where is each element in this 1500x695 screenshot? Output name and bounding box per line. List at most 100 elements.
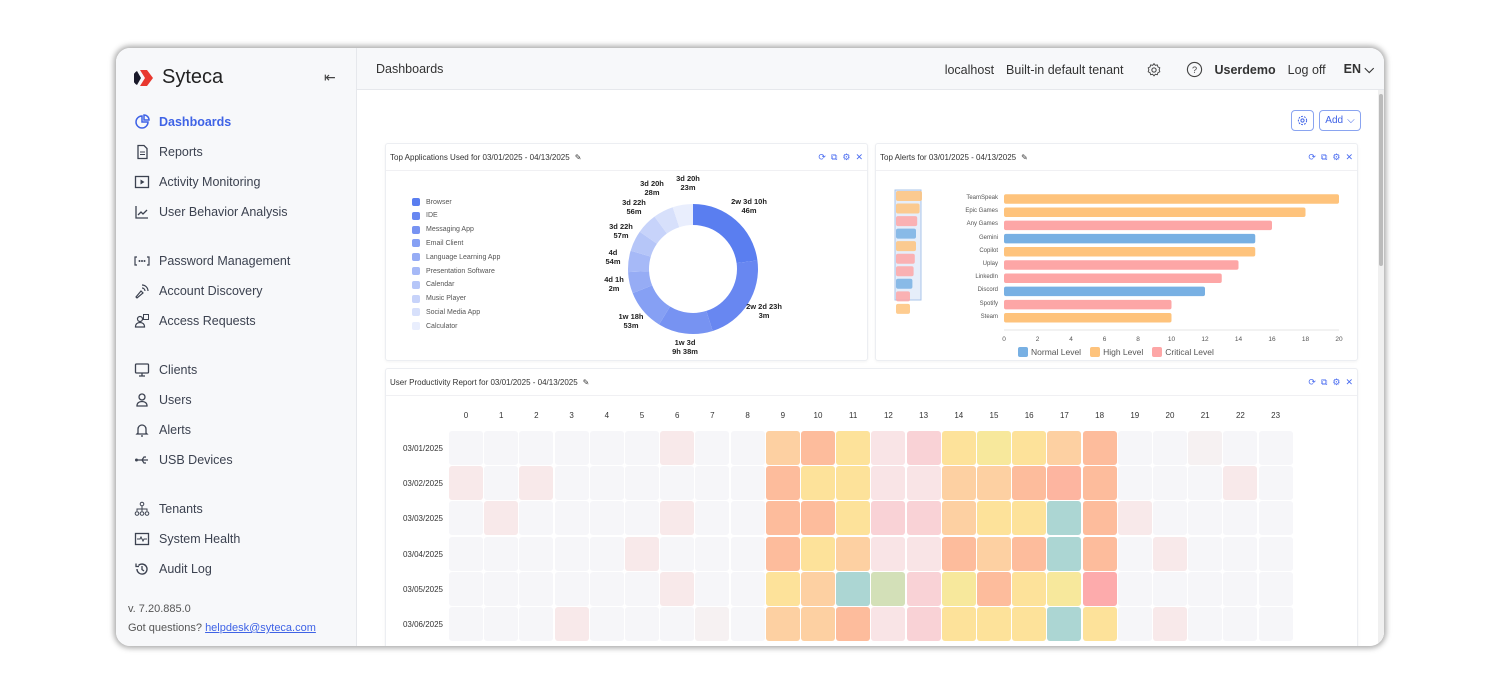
heatmap-cell[interactable] xyxy=(906,466,941,501)
sidebar-item-usb-devices[interactable]: USB Devices xyxy=(134,452,233,468)
heatmap-cell[interactable] xyxy=(449,607,483,641)
heatmap-cell[interactable] xyxy=(1012,501,1047,536)
heatmap-cell[interactable] xyxy=(1082,431,1117,465)
bar[interactable] xyxy=(1004,299,1172,310)
heatmap-cell[interactable] xyxy=(449,536,483,571)
heatmap-cell[interactable] xyxy=(836,466,871,501)
bar[interactable] xyxy=(1004,313,1172,323)
legend-item[interactable]: Messaging App xyxy=(412,225,474,234)
heatmap-cell[interactable] xyxy=(589,571,624,606)
logoff-link[interactable]: Log off xyxy=(1287,62,1326,77)
heatmap-cell[interactable] xyxy=(1082,536,1117,571)
heatmap-cell[interactable] xyxy=(801,571,835,606)
heatmap-cell[interactable] xyxy=(1188,607,1223,641)
heatmap-cell[interactable] xyxy=(1153,501,1187,536)
copy-icon[interactable]: ⧉ xyxy=(1320,151,1328,162)
heatmap-cell[interactable] xyxy=(871,571,906,606)
refresh-icon[interactable]: ⟳ xyxy=(818,151,826,162)
heatmap-cell[interactable] xyxy=(801,501,835,536)
heatmap-cell[interactable] xyxy=(1082,607,1117,641)
heatmap-cell[interactable] xyxy=(449,501,483,536)
bar[interactable] xyxy=(1004,273,1222,283)
heatmap-cell[interactable] xyxy=(1012,536,1047,571)
legend-item[interactable]: Critical Level xyxy=(1152,347,1214,357)
heatmap-cell[interactable] xyxy=(730,536,765,571)
heatmap-cell[interactable] xyxy=(977,536,1011,571)
sidebar-item-system-health[interactable]: System Health xyxy=(134,531,240,547)
bar[interactable] xyxy=(1004,233,1256,244)
heatmap-cell[interactable] xyxy=(1223,571,1258,606)
heatmap-cell[interactable] xyxy=(625,536,659,571)
bar[interactable] xyxy=(1004,194,1339,204)
heatmap-cell[interactable] xyxy=(695,501,730,536)
donut-slice[interactable] xyxy=(659,306,713,334)
heatmap-cell[interactable] xyxy=(1117,466,1152,501)
heatmap-cell[interactable] xyxy=(871,501,906,536)
heatmap-cell[interactable] xyxy=(695,571,730,606)
heatmap-cell[interactable] xyxy=(554,431,589,465)
heatmap-cell[interactable] xyxy=(519,607,554,641)
heatmap-cell[interactable] xyxy=(730,501,765,536)
heatmap-cell[interactable] xyxy=(941,501,976,536)
heatmap-cell[interactable] xyxy=(941,607,976,641)
donut-slice[interactable] xyxy=(639,216,667,244)
heatmap-cell[interactable] xyxy=(941,536,976,571)
dashboard-settings-button[interactable] xyxy=(1291,110,1314,131)
heatmap-cell[interactable] xyxy=(484,536,519,571)
donut-slice[interactable] xyxy=(706,260,758,331)
heatmap-cell[interactable] xyxy=(484,501,519,536)
sidebar-item-tenants[interactable]: Tenants xyxy=(134,501,203,517)
heatmap-cell[interactable] xyxy=(1188,571,1223,606)
heatmap-cell[interactable] xyxy=(695,536,730,571)
heatmap-cell[interactable] xyxy=(1258,536,1293,571)
heatmap-cell[interactable] xyxy=(1047,571,1082,606)
legend-item[interactable]: Browser xyxy=(412,198,452,206)
heatmap-cell[interactable] xyxy=(449,431,483,465)
heatmap-cell[interactable] xyxy=(1153,607,1187,641)
copy-icon[interactable]: ⧉ xyxy=(830,151,838,162)
sidebar-item-password-management[interactable]: Password Management xyxy=(134,253,290,269)
heatmap-cell[interactable] xyxy=(765,536,800,571)
heatmap-cell[interactable] xyxy=(1117,607,1152,641)
sidebar-item-user-behavior-analysis[interactable]: User Behavior Analysis xyxy=(134,204,288,220)
heatmap-cell[interactable] xyxy=(765,501,800,536)
heatmap-cell[interactable] xyxy=(1258,501,1293,536)
heatmap-cell[interactable] xyxy=(1153,466,1187,501)
heatmap-cell[interactable] xyxy=(554,536,589,571)
bar[interactable] xyxy=(1004,260,1239,270)
heatmap-cell[interactable] xyxy=(801,466,835,501)
close-icon[interactable]: ✕ xyxy=(1345,376,1353,387)
heatmap-cell[interactable] xyxy=(906,501,941,536)
heatmap-cell[interactable] xyxy=(695,431,730,465)
sidebar-item-clients[interactable]: Clients xyxy=(134,362,197,378)
heatmap-cell[interactable] xyxy=(765,431,800,465)
heatmap-cell[interactable] xyxy=(801,431,835,465)
heatmap-cell[interactable] xyxy=(484,466,519,501)
refresh-icon[interactable]: ⟳ xyxy=(1308,151,1316,162)
heatmap-cell[interactable] xyxy=(660,466,695,501)
bar[interactable] xyxy=(1004,247,1256,257)
heatmap-cell[interactable] xyxy=(1012,571,1047,606)
heatmap-cell[interactable] xyxy=(871,607,906,641)
heatmap-cell[interactable] xyxy=(484,571,519,606)
heatmap-cell[interactable] xyxy=(1117,536,1152,571)
heatmap-cell[interactable] xyxy=(941,431,976,465)
heatmap-cell[interactable] xyxy=(519,571,554,606)
heatmap-cell[interactable] xyxy=(730,431,765,465)
settings-icon[interactable]: ⚙ xyxy=(1332,151,1341,162)
heatmap-cell[interactable] xyxy=(660,571,695,606)
heatmap-cell[interactable] xyxy=(1223,536,1258,571)
copy-icon[interactable]: ⧉ xyxy=(1320,376,1328,387)
bar[interactable] xyxy=(1004,286,1205,297)
donut-slice[interactable] xyxy=(632,285,671,325)
heatmap-cell[interactable] xyxy=(1047,536,1082,571)
heatmap-cell[interactable] xyxy=(765,607,800,641)
heatmap-cell[interactable] xyxy=(1188,431,1223,465)
heatmap-cell[interactable] xyxy=(554,607,589,641)
heatmap-cell[interactable] xyxy=(1258,431,1293,465)
heatmap-cell[interactable] xyxy=(660,536,695,571)
heatmap-cell[interactable] xyxy=(977,501,1011,536)
heatmap-cell[interactable] xyxy=(589,466,624,501)
donut-slice[interactable] xyxy=(672,204,693,228)
legend-item[interactable]: Language Learning App xyxy=(412,253,500,262)
